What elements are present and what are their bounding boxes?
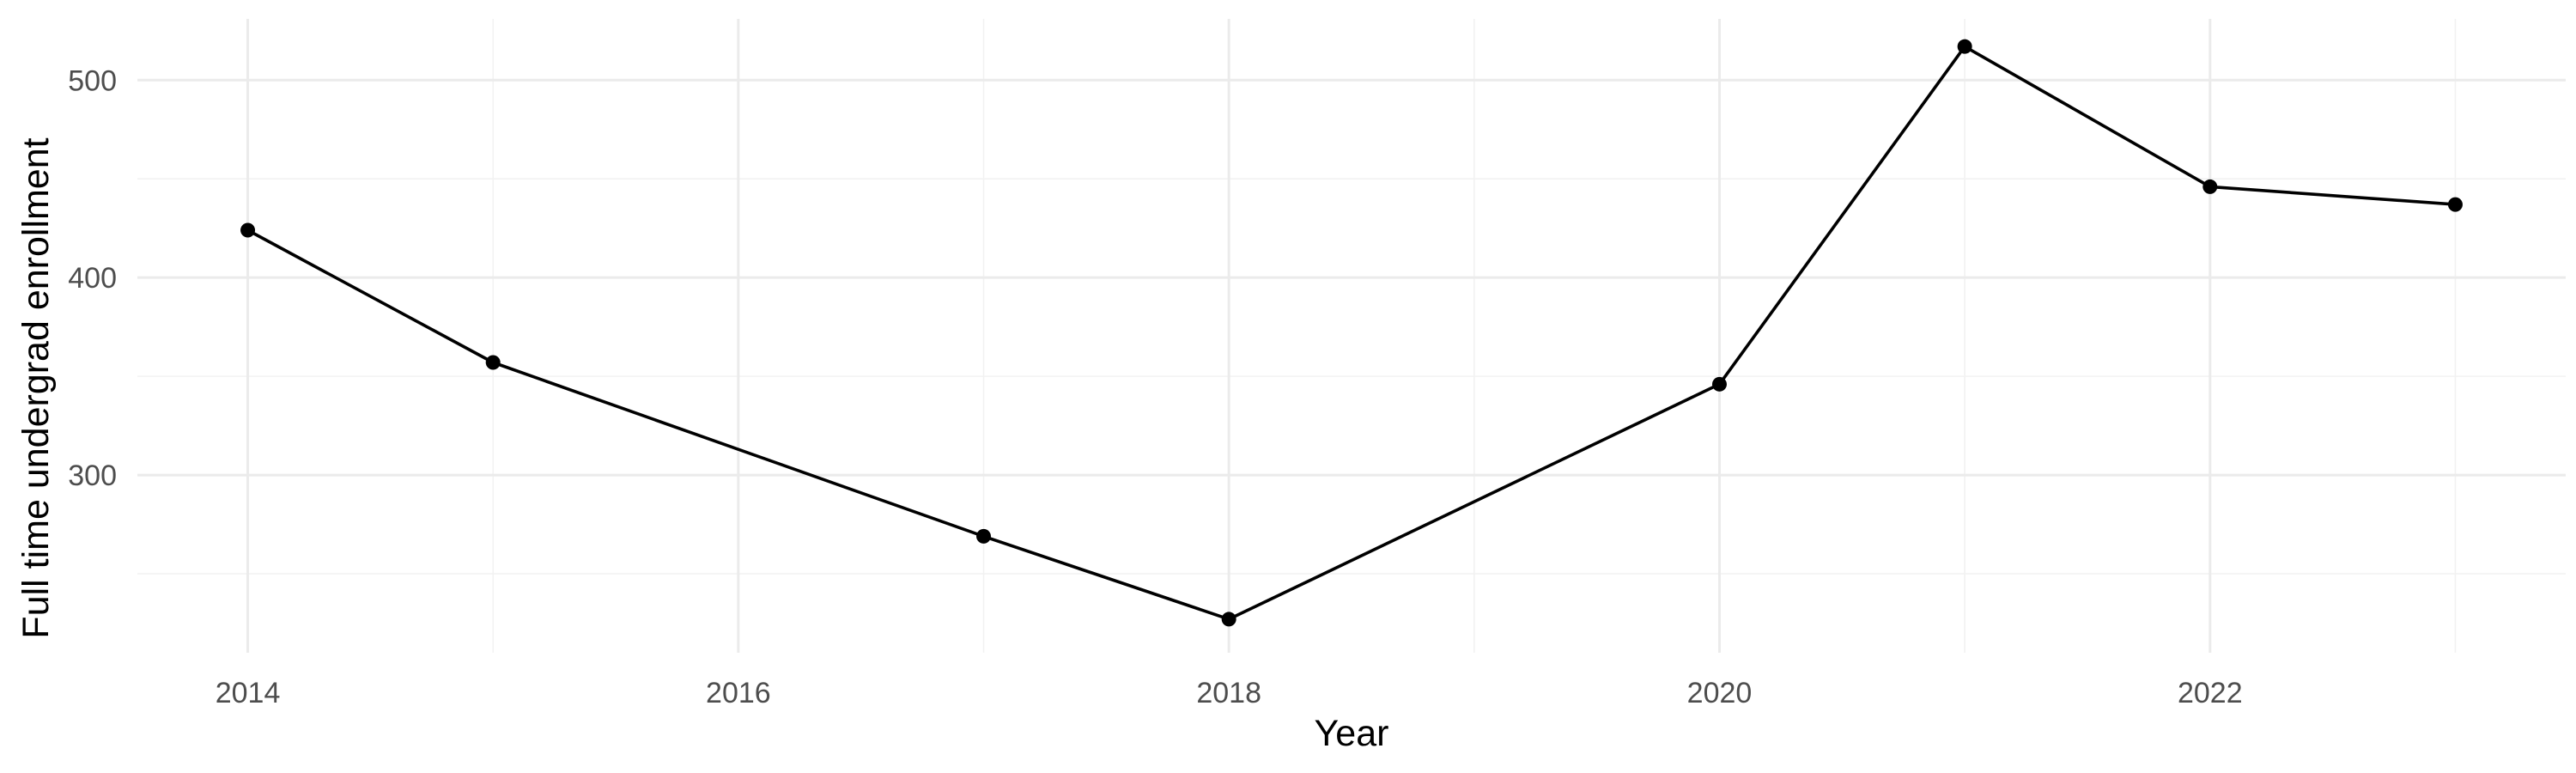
x-tick-label: 2022: [2178, 677, 2243, 709]
minor-gridlines: [137, 19, 2566, 653]
series-line: [246, 45, 2458, 621]
x-axis-tick-labels: 2014 2016 2018 2020 2022: [216, 677, 2243, 709]
series-layer: [240, 39, 2463, 627]
data-point: [485, 355, 501, 370]
x-tick-label: 2014: [216, 677, 281, 709]
major-gridlines: [137, 19, 2566, 653]
data-point: [2447, 197, 2463, 212]
x-axis-title: Year: [1315, 713, 1389, 754]
data-point: [240, 222, 256, 238]
data-point: [2202, 179, 2218, 194]
x-tick-label: 2020: [1687, 677, 1753, 709]
data-point: [1957, 39, 1972, 54]
y-tick-label: 400: [68, 262, 117, 295]
data-point: [1221, 612, 1236, 627]
y-axis-title: Full time undergrad enrollment: [15, 137, 57, 638]
y-tick-label: 500: [68, 64, 117, 97]
y-tick-label: 300: [68, 460, 117, 492]
x-tick-label: 2016: [706, 677, 771, 709]
x-tick-label: 2018: [1196, 677, 1261, 709]
y-axis-tick-labels: 300 400 500: [68, 64, 117, 492]
data-point: [1711, 376, 1727, 392]
data-point: [976, 528, 992, 544]
